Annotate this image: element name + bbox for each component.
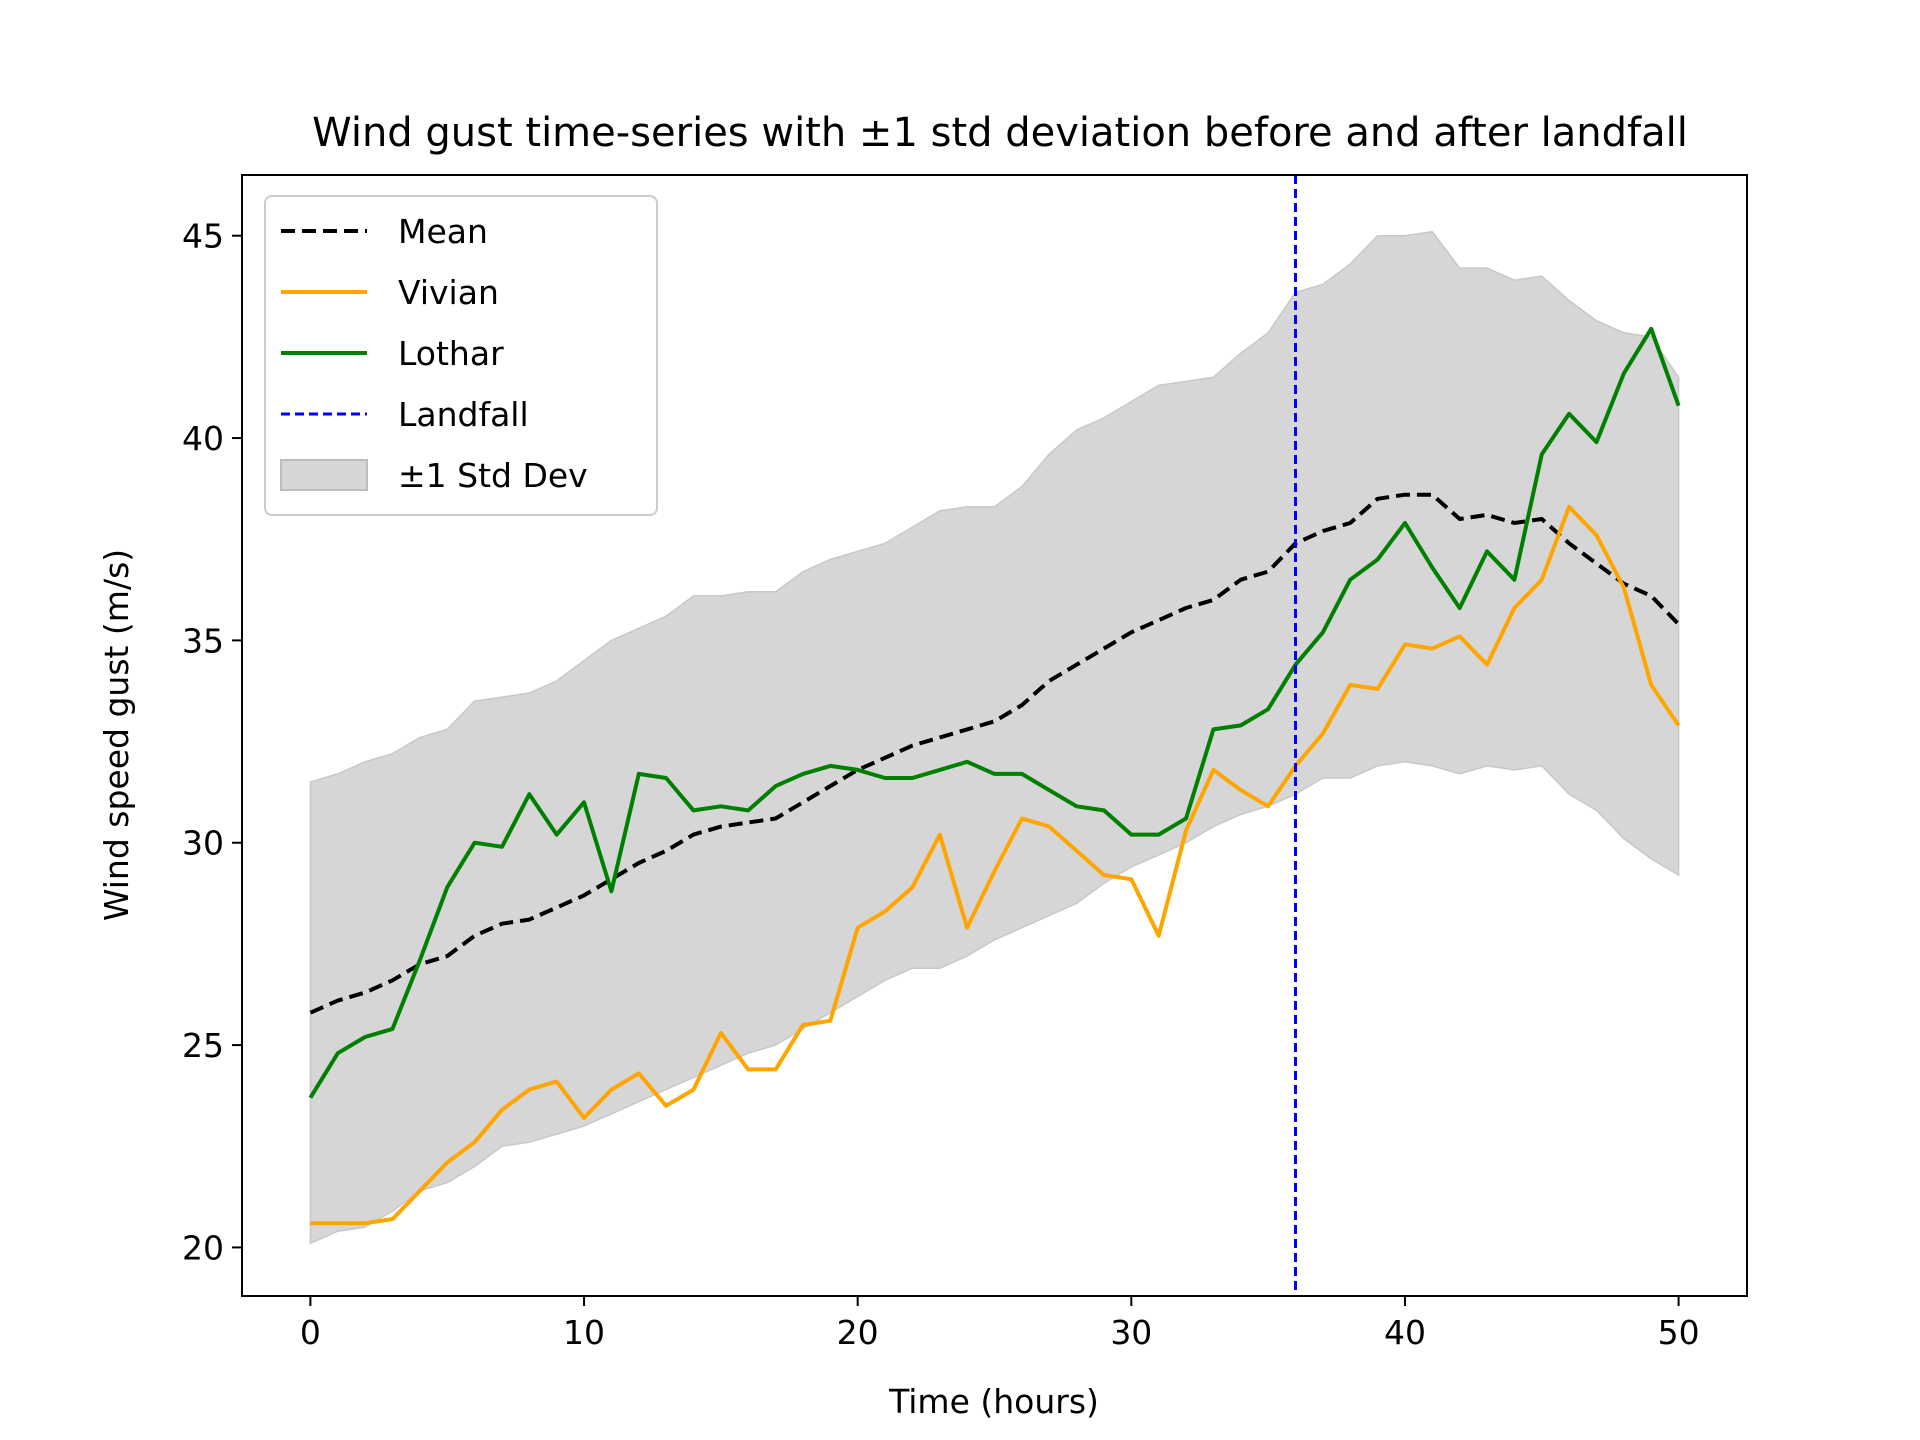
- x-tick-label: 20: [837, 1313, 879, 1352]
- x-tick-label: 10: [563, 1313, 605, 1352]
- legend-label-vivian: Vivian: [398, 273, 499, 312]
- series-line-lothar: [308, 326, 1681, 1099]
- y-tick-label: 40: [182, 419, 224, 458]
- y-axis-label: Wind speed gust (m/s): [97, 549, 136, 921]
- y-tick-label: 45: [182, 217, 224, 256]
- chart-title: Wind gust time-series with ±1 std deviat…: [312, 110, 1688, 156]
- x-tick-label: 40: [1384, 1313, 1426, 1352]
- x-axis: 0 10 20 30 40 50: [300, 1296, 1700, 1352]
- legend-swatch-std-dev: [280, 459, 368, 491]
- legend-label-lothar: Lothar: [398, 334, 504, 373]
- y-tick-label: 30: [182, 824, 224, 863]
- plot-frame: [241, 174, 1748, 1297]
- x-axis-label: Time (hours): [888, 1382, 1099, 1421]
- plot-area: [308, 175, 1681, 1296]
- legend: Mean Vivian Lothar Landfall ±1 Std Dev: [264, 195, 658, 516]
- legend-box: [264, 195, 658, 516]
- series-line-vivian: [310, 504, 1681, 1226]
- legend-label-mean: Mean: [398, 212, 488, 251]
- y-tick-label: 20: [182, 1228, 224, 1267]
- x-tick-label: 30: [1110, 1313, 1152, 1352]
- y-axis: 20 25 30 35 40 45: [182, 217, 242, 1267]
- y-tick-label: 35: [182, 621, 224, 660]
- x-tick-label: 0: [300, 1313, 321, 1352]
- y-tick-label: 25: [182, 1026, 224, 1065]
- legend-label-std-dev: ±1 Std Dev: [398, 456, 588, 495]
- x-tick-label: 50: [1658, 1313, 1700, 1352]
- std-dev-band: [309, 230, 1680, 1245]
- legend-label-landfall: Landfall: [398, 395, 529, 434]
